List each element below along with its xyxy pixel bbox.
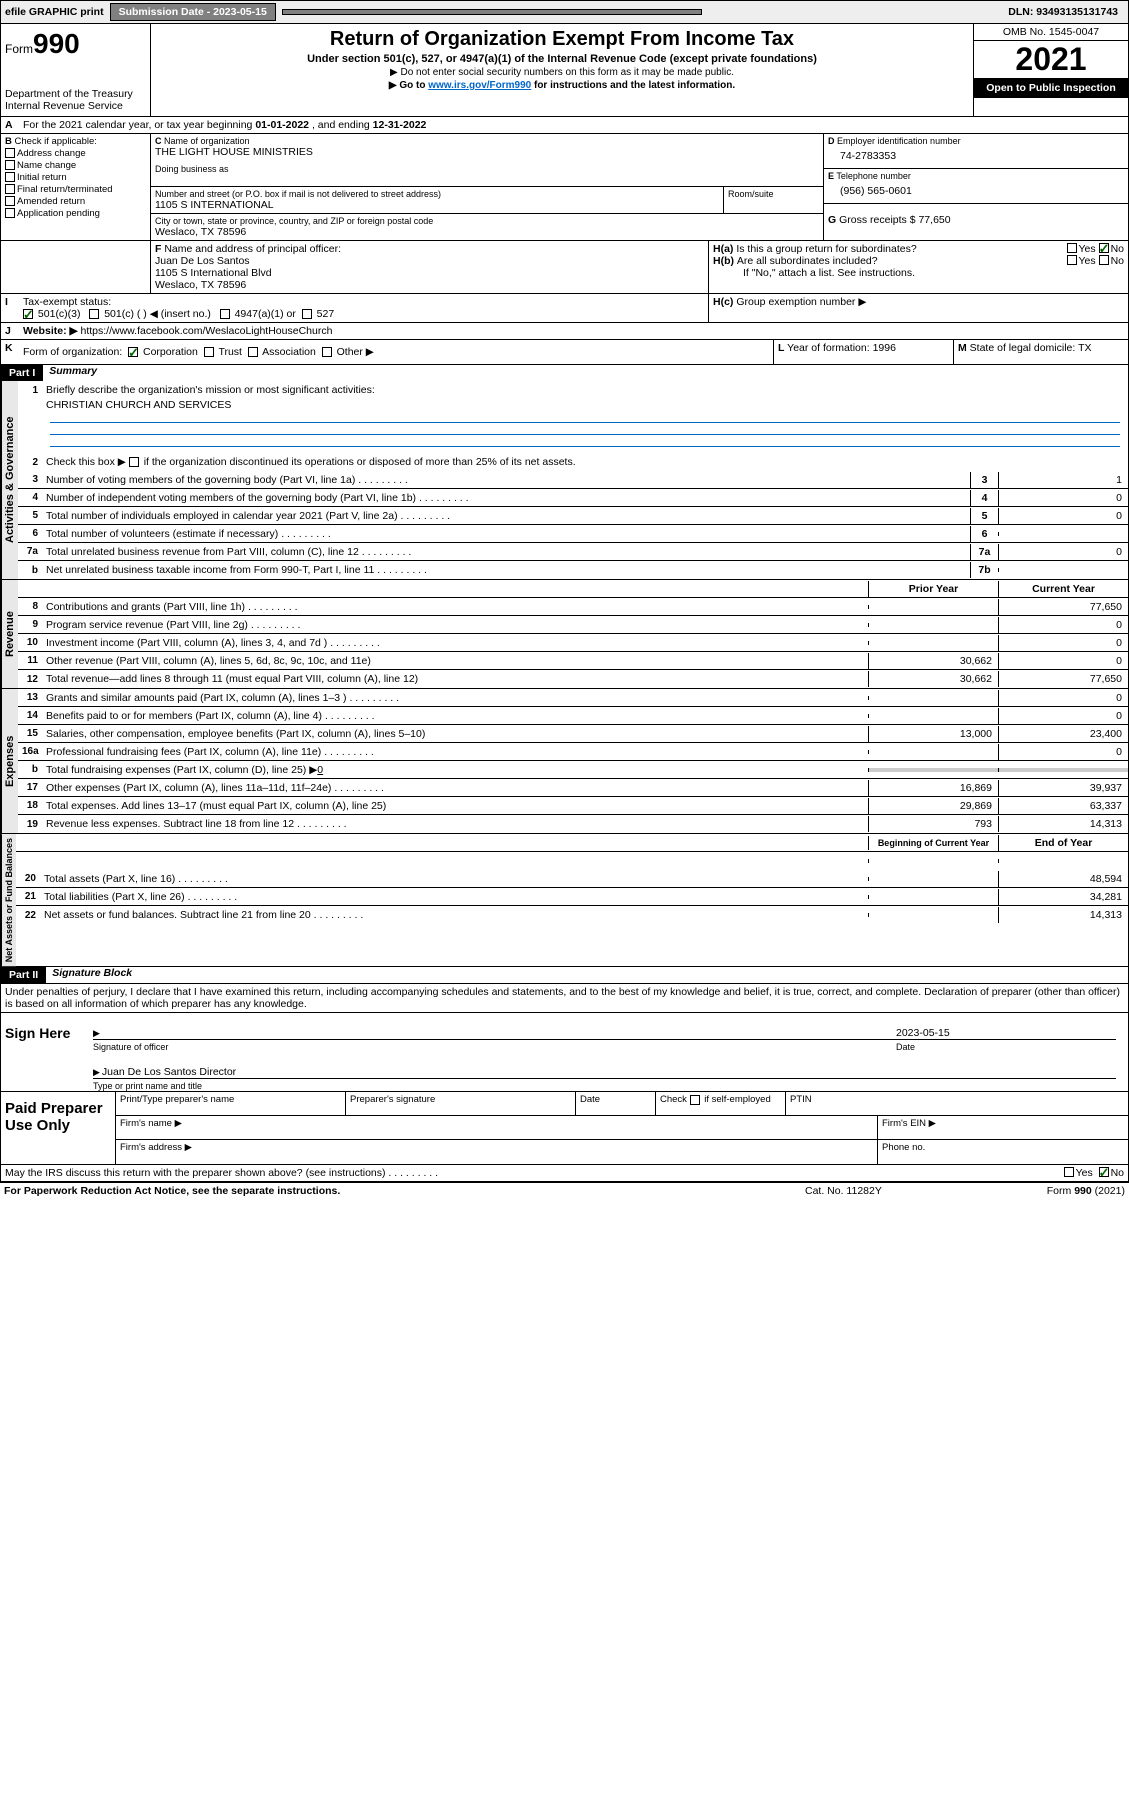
- revenue-section: Revenue Prior YearCurrent Year 8Contribu…: [0, 580, 1129, 689]
- discuss-no-checkbox[interactable]: [1099, 1167, 1109, 1177]
- v4: 0: [998, 490, 1128, 506]
- declaration: Under penalties of perjury, I declare th…: [0, 983, 1129, 1013]
- hb-yes-checkbox[interactable]: [1067, 255, 1077, 265]
- sign-here: Sign Here 2023-05-15 Signature of office…: [0, 1013, 1129, 1092]
- topbar: efile GRAPHIC print Submission Date - 20…: [0, 0, 1129, 24]
- submission-date-btn[interactable]: Submission Date - 2023-05-15: [110, 3, 276, 21]
- irs-link[interactable]: www.irs.gov/Form990: [428, 80, 531, 91]
- year-formation: 1996: [873, 342, 896, 354]
- return-title: Return of Organization Exempt From Incom…: [155, 28, 969, 51]
- assoc-checkbox[interactable]: [248, 347, 258, 357]
- discuss-yes-checkbox[interactable]: [1064, 1167, 1074, 1177]
- ein: 74-2783353: [828, 146, 1124, 166]
- section-c: C Name of organization THE LIGHT HOUSE M…: [151, 134, 823, 240]
- org-name: THE LIGHT HOUSE MINISTRIES: [155, 146, 819, 158]
- trust-checkbox[interactable]: [204, 347, 214, 357]
- public-inspection: Open to Public Inspection: [974, 78, 1128, 98]
- blank-btn: [282, 9, 702, 15]
- line-klm: K Form of organization: Corporation Trus…: [0, 340, 1129, 365]
- initial-return-checkbox[interactable]: [5, 172, 15, 182]
- hb-no-checkbox[interactable]: [1099, 255, 1109, 265]
- omb-number: OMB No. 1545-0047: [974, 24, 1128, 41]
- section-b: B Check if applicable: Address change Na…: [1, 134, 151, 240]
- dln-label: DLN: 93493135131743: [1008, 6, 1118, 18]
- goto-note: ▶ Go to www.irs.gov/Form990 for instruct…: [155, 80, 969, 91]
- footer-line: For Paperwork Reduction Act Notice, see …: [0, 1182, 1129, 1199]
- v7b: [998, 568, 1128, 572]
- form-header: Form990 Department of the Treasury Inter…: [0, 24, 1129, 117]
- sign-date: 2023-05-15: [896, 1027, 1116, 1039]
- org-address: 1105 S INTERNATIONAL: [155, 199, 719, 211]
- v3: 1: [998, 472, 1128, 488]
- line-a: A For the 2021 calendar year, or tax yea…: [0, 117, 1129, 134]
- part2-header: Part II Signature Block: [0, 967, 1129, 983]
- self-employed-checkbox[interactable]: [690, 1095, 700, 1105]
- name-change-checkbox[interactable]: [5, 160, 15, 170]
- ssn-note: ▶ Do not enter social security numbers o…: [155, 67, 969, 78]
- app-pending-checkbox[interactable]: [5, 208, 15, 218]
- v7a: 0: [998, 544, 1128, 560]
- form-number: 990: [33, 28, 80, 59]
- netassets-section: Net Assets or Fund Balances Beginning of…: [0, 834, 1129, 967]
- line-j: J Website: ▶ https://www.facebook.com/We…: [0, 322, 1129, 340]
- mission-text: CHRISTIAN CHURCH AND SERVICES: [46, 399, 1124, 411]
- final-return-checkbox[interactable]: [5, 184, 15, 194]
- 501c3-checkbox[interactable]: [23, 309, 33, 319]
- domicile: TX: [1078, 342, 1091, 354]
- amended-return-checkbox[interactable]: [5, 196, 15, 206]
- corp-checkbox[interactable]: [128, 347, 138, 357]
- dept-label: Department of the Treasury: [5, 88, 146, 100]
- website: https://www.facebook.com/WeslacoLightHou…: [80, 325, 332, 337]
- activities-governance: Activities & Governance 1Briefly describ…: [0, 381, 1129, 580]
- return-subtitle: Under section 501(c), 527, or 4947(a)(1)…: [155, 53, 969, 65]
- discuss-line: May the IRS discuss this return with the…: [0, 1165, 1129, 1182]
- paid-preparer: Paid Preparer Use Only Print/Type prepar…: [0, 1092, 1129, 1165]
- telephone: (956) 565-0601: [828, 181, 1124, 201]
- irs-label: Internal Revenue Service: [5, 100, 146, 112]
- section-deg: D Employer identification number 74-2783…: [823, 134, 1128, 240]
- 501c-checkbox[interactable]: [89, 309, 99, 319]
- officer-name: Juan De Los Santos: [155, 255, 704, 267]
- tax-year: 2021: [974, 41, 1128, 78]
- org-city: Weslaco, TX 78596: [155, 226, 819, 238]
- gross-receipts: 77,650: [918, 214, 950, 226]
- addr-change-checkbox[interactable]: [5, 148, 15, 158]
- other-checkbox[interactable]: [322, 347, 332, 357]
- v6: [998, 532, 1128, 536]
- ha-no-checkbox[interactable]: [1099, 243, 1109, 253]
- 527-checkbox[interactable]: [302, 309, 312, 319]
- officer-city: Weslaco, TX 78596: [155, 279, 704, 291]
- officer-sig-name: Juan De Los Santos Director: [102, 1066, 236, 1078]
- expenses-section: Expenses 13Grants and similar amounts pa…: [0, 689, 1129, 834]
- line-i: I Tax-exempt status: 501(c)(3) 501(c) ( …: [0, 293, 1129, 322]
- part1-header: Part I Summary: [0, 365, 1129, 381]
- form-word: Form: [5, 42, 33, 56]
- section-bcdefg: B Check if applicable: Address change Na…: [0, 134, 1129, 240]
- ha-yes-checkbox[interactable]: [1067, 243, 1077, 253]
- officer-addr: 1105 S International Blvd: [155, 267, 704, 279]
- 4947-checkbox[interactable]: [220, 309, 230, 319]
- v5: 0: [998, 508, 1128, 524]
- efile-label: efile GRAPHIC print: [5, 6, 104, 18]
- discontinued-checkbox[interactable]: [129, 457, 139, 467]
- section-fh: F Name and address of principal officer:…: [0, 240, 1129, 293]
